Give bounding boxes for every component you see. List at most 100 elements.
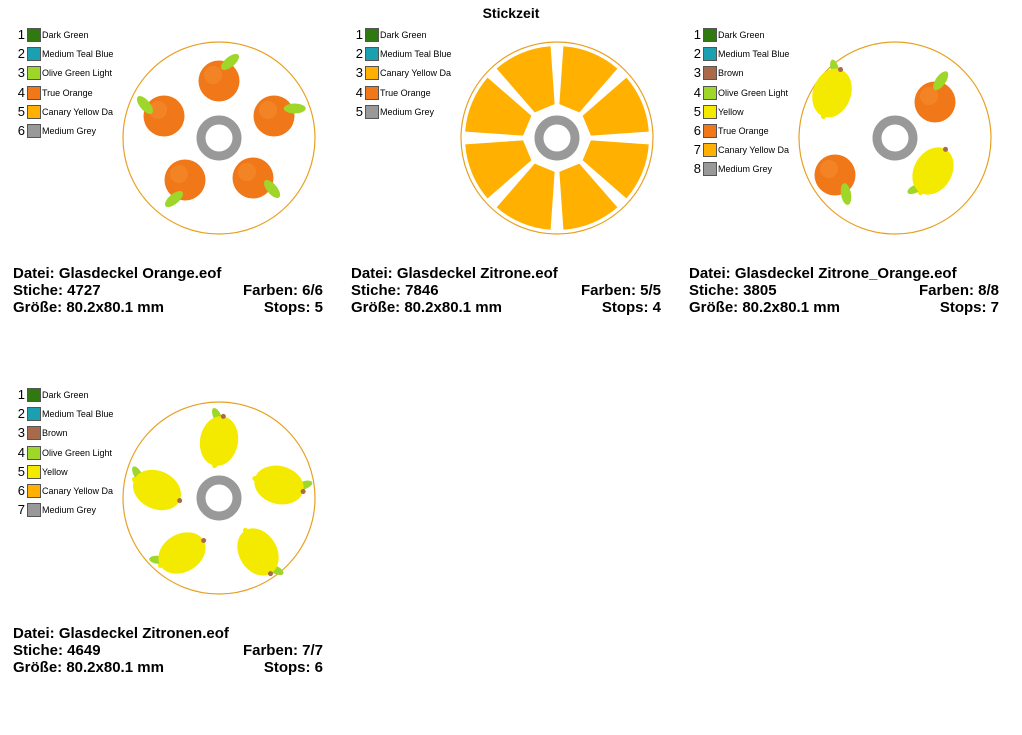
legend-number: 3: [355, 65, 363, 81]
legend-label: Medium Teal Blue: [42, 409, 114, 420]
legend-item: 5 Medium Grey: [351, 104, 461, 123]
legend-item: 4 True Orange: [13, 85, 123, 104]
legend-label: Olive Green Light: [42, 447, 113, 458]
legend-number: 4: [693, 84, 701, 100]
legend-number: 6: [17, 482, 25, 498]
color-swatch: [703, 66, 717, 81]
legend-number: 1: [693, 27, 701, 42]
legend-label: Medium Grey: [42, 125, 97, 136]
stop-count: Stops: 5: [263, 299, 323, 316]
legend-number: 6: [17, 122, 25, 138]
legend-item: 4 Olive Green Light: [689, 85, 799, 104]
color-swatch: [27, 123, 41, 138]
lemon-fruit: [237, 527, 284, 577]
legend-label: Medium Teal Blue: [380, 49, 452, 60]
color-swatch: [27, 445, 41, 460]
leaf: [933, 71, 949, 91]
design-info: Datei: Glasdeckel Zitronen.eof Stiche: 46…: [13, 625, 323, 676]
legend-item: 6 Medium Grey: [13, 123, 123, 142]
color-swatch: [703, 28, 717, 42]
legend-label: Dark Green: [718, 30, 765, 40]
legend-label: Dark Green: [380, 30, 427, 40]
legend-label: True Orange: [42, 87, 93, 98]
stop-count: Stops: 6: [263, 659, 323, 676]
color-legend: 1 Dark Green 2 Medium Teal Blue 3 Olive Green…: [13, 27, 123, 142]
slice-segment: [559, 163, 618, 230]
slice-segment: [582, 77, 649, 136]
file-name: Datei: Glasdeckel Zitrone.eof: [351, 265, 558, 282]
center-ring: [872, 115, 918, 161]
legend-label: Medium Teal Blue: [718, 49, 790, 60]
legend-label: Medium Grey: [380, 106, 435, 117]
legend-label: True Orange: [380, 87, 431, 98]
design-card: 1 Dark Green 2 Medium Teal Blue 3 Canary Yell…: [351, 27, 671, 357]
legend-item: 5 Yellow: [689, 104, 799, 123]
legend-item: 3 Canary Yellow Da: [351, 65, 461, 84]
color-swatch: [365, 85, 379, 100]
info-row: Größe: 80.2x80.1 mm Stops: 4: [351, 299, 661, 316]
color-swatch: [703, 143, 717, 158]
center-ring: [196, 475, 242, 521]
color-swatch: [365, 28, 379, 42]
color-count: Farben: 7/7: [242, 642, 323, 659]
info-row: Datei: Glasdeckel Zitronen.eof: [13, 625, 323, 642]
legend-number: 4: [355, 84, 363, 100]
legend-item: 2 Medium Teal Blue: [351, 46, 461, 65]
design-card: 1 Dark Green 2 Medium Teal Blue 3 Brown 4 Olive…: [13, 387, 333, 717]
design-size: Größe: 80.2x80.1 mm: [13, 299, 164, 316]
leaf: [164, 191, 184, 208]
design-info: Datei: Glasdeckel Orange.eof Stiche: 4727…: [13, 265, 323, 316]
design-info: Datei: Glasdeckel Zitrone.eof Stiche: 784…: [351, 265, 661, 316]
legend-number: 8: [693, 161, 701, 177]
legend-number: 2: [17, 46, 25, 62]
leaf: [136, 95, 153, 115]
color-legend: 1 Dark Green 2 Medium Teal Blue 3 Brown 4 Olive…: [689, 27, 799, 181]
color-legend: 1 Dark Green 2 Medium Teal Blue 3 Brown 4 Olive…: [13, 387, 123, 521]
stop-count: Stops: 7: [939, 299, 999, 316]
legend-number: 2: [693, 46, 701, 62]
color-swatch: [365, 104, 379, 119]
legend-number: 5: [17, 103, 25, 119]
center-ring: [534, 115, 580, 161]
legend-label: Canary Yellow Da: [42, 106, 114, 117]
color-swatch: [703, 47, 717, 62]
color-swatch: [27, 388, 41, 402]
legend-label: Canary Yellow Da: [718, 145, 790, 156]
orange-fruit: [253, 95, 295, 137]
legend-number: 4: [17, 84, 25, 100]
color-swatch: [27, 28, 41, 42]
design-size: Größe: 80.2x80.1 mm: [351, 299, 502, 316]
legend-number: 5: [355, 103, 363, 119]
color-swatch: [703, 123, 717, 138]
legend-item: 3 Olive Green Light: [13, 65, 123, 84]
legend-number: 5: [693, 103, 701, 119]
leaf: [840, 183, 852, 205]
legend-label: Canary Yellow Da: [380, 68, 452, 79]
color-count: Farben: 5/5: [580, 282, 661, 299]
leaf: [264, 179, 281, 199]
stitch-count: Stiche: 3805: [689, 282, 777, 299]
legend-number: 7: [693, 142, 701, 158]
color-swatch: [27, 483, 41, 498]
legend-number: 2: [17, 406, 25, 422]
legend-item: 7 Medium Grey: [13, 502, 123, 521]
legend-number: 1: [355, 27, 363, 42]
design-size: Größe: 80.2x80.1 mm: [689, 299, 840, 316]
legend-label: Canary Yellow Da: [42, 485, 114, 496]
legend-item: 8 Medium Grey: [689, 161, 799, 180]
color-count: Farben: 8/8: [918, 282, 999, 299]
legend-number: 4: [17, 444, 25, 460]
orange-fruit: [232, 157, 274, 199]
outer-ring: [122, 41, 316, 235]
color-swatch: [27, 104, 41, 119]
page-title: Stickzeit: [482, 5, 540, 21]
color-swatch: [365, 47, 379, 62]
embroidery-preview: [460, 41, 654, 235]
legend-item: 3 Brown: [689, 65, 799, 84]
outer-ring: [460, 41, 654, 235]
legend-number: 1: [17, 27, 25, 42]
legend-item: 6 True Orange: [689, 123, 799, 142]
embroidery-preview: [122, 401, 316, 595]
stop-count: Stops: 4: [601, 299, 661, 316]
legend-label: Dark Green: [42, 390, 89, 400]
